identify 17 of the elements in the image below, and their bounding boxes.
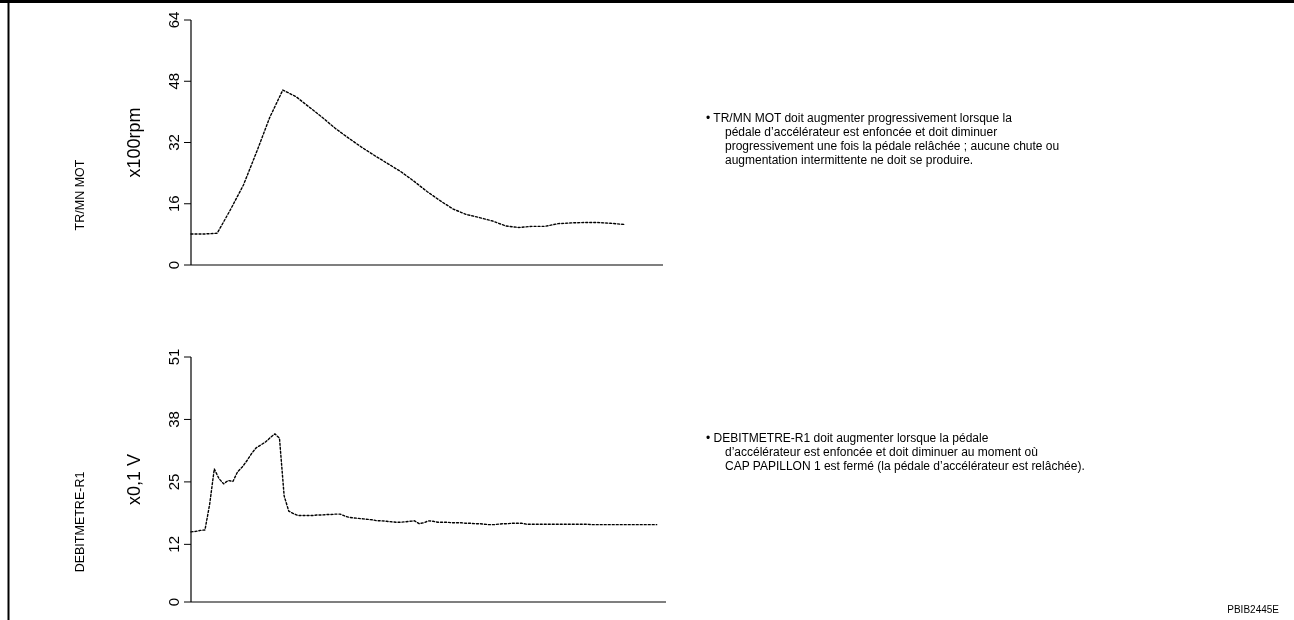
y-tick-label: 32: [165, 134, 182, 151]
text: • TR/MN MOT doit augmenter progressivement lorsque la pédale d’accélérateur est enfoncée et doit diminuer progressivement une fois la pédale relâchée ; aucune chute ou augmentation intermittente ne doit se produire.: [706, 111, 1060, 167]
y-tick-label: 16: [165, 195, 182, 213]
text: • DEBITMETRE-R1 doit augmenter lorsque la pédale d’accélérateur est enfoncée et doit diminuer au moment où CAP PAPILLON 1 est fermé (la pédale d’accélérateur est relâchée).: [706, 431, 1085, 473]
y-tick-label: 64: [165, 11, 182, 29]
y-tick-label: 38: [165, 411, 182, 428]
y-axis-title: x100rpm: [124, 107, 144, 178]
y-tick-label: 48: [165, 72, 182, 90]
y-axis-title: x0,1 V: [124, 453, 144, 506]
y-tick-label: 12: [165, 536, 182, 553]
y-tick-label: 51: [165, 348, 182, 366]
y-tick-label: 0: [165, 597, 182, 607]
text: DEBITMETRE-R1: [73, 471, 87, 573]
y-tick-label: 25: [165, 473, 182, 491]
y-tick-label: 0: [165, 260, 182, 270]
text: PBIB2445E: [1227, 604, 1280, 615]
text: TR/MN MOT: [73, 159, 87, 231]
